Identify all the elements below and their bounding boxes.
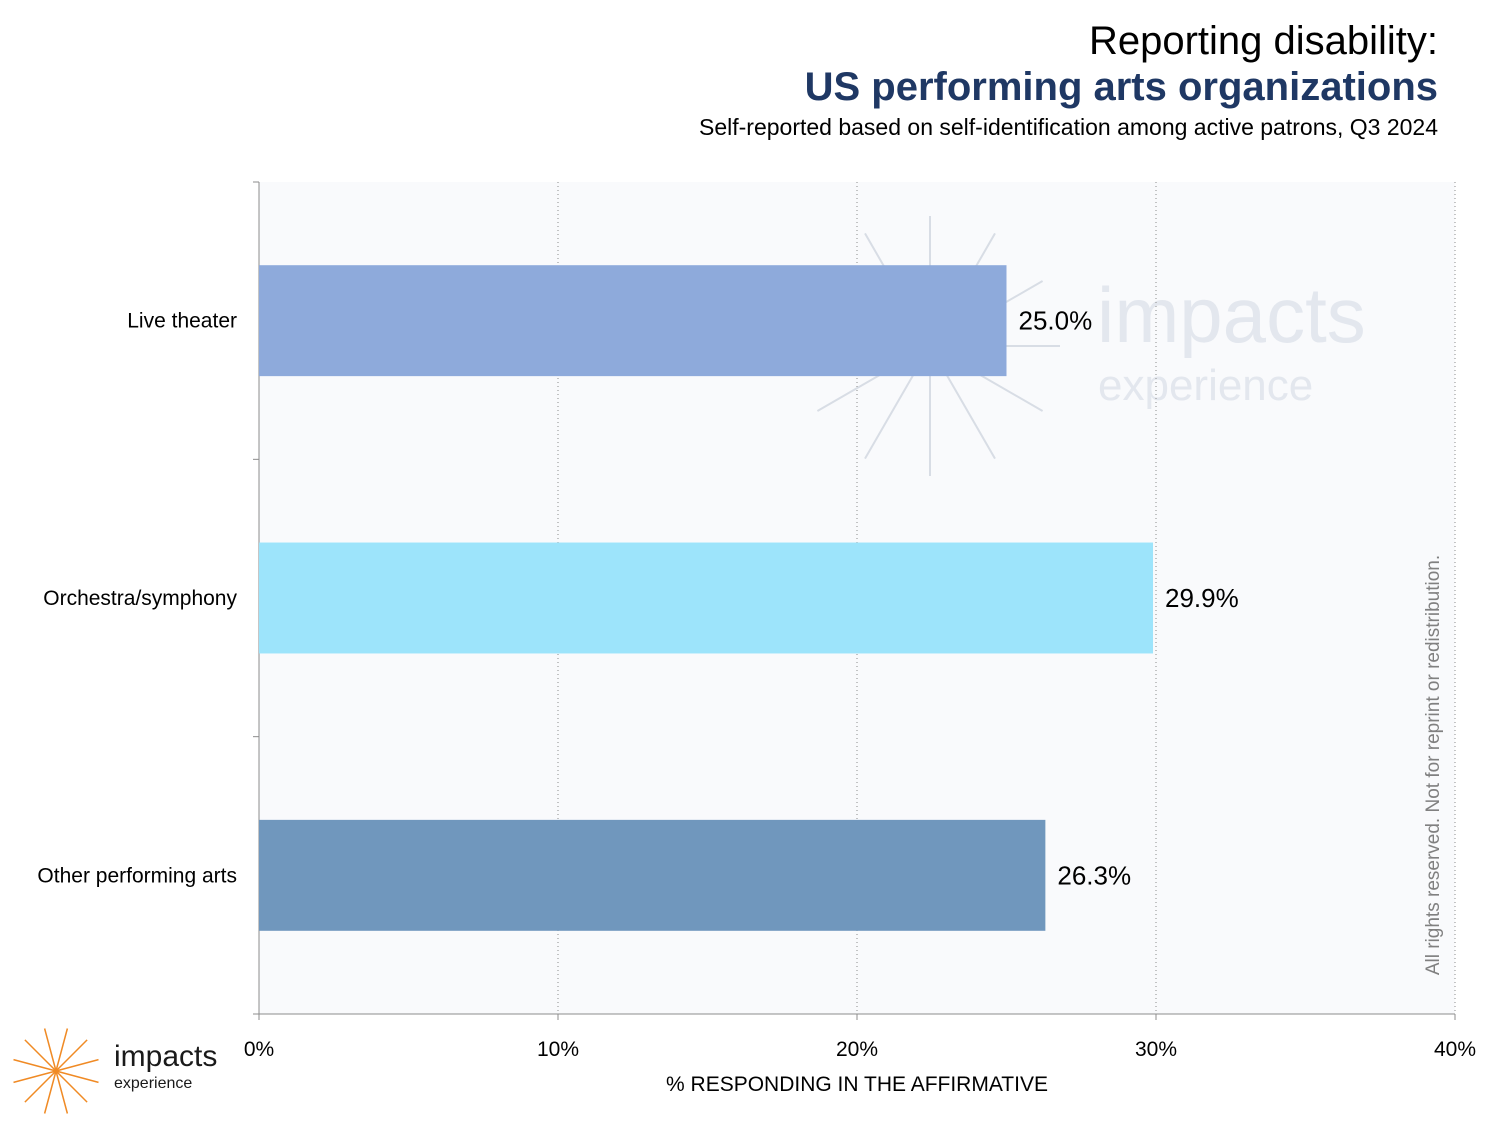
logo-ray	[55, 1070, 69, 1114]
chart-title-line1: Reporting disability:	[1088, 19, 1438, 63]
logo-ray	[55, 1028, 69, 1072]
x-tick-label: 30%	[1135, 1038, 1177, 1061]
logo-wordmark: impacts	[114, 1040, 218, 1073]
logo-ray	[55, 1058, 99, 1072]
impacts-logo: impacts experience	[10, 1025, 240, 1117]
watermark-word: impacts	[1097, 271, 1366, 359]
x-tick-label: 40%	[1434, 1038, 1476, 1061]
logo-subtext: experience	[114, 1075, 193, 1092]
x-tick-label: 20%	[836, 1038, 878, 1061]
logo-ray	[24, 1070, 57, 1103]
logo-ray	[55, 1039, 88, 1072]
chart-title-line2: US performing arts organizations	[804, 65, 1438, 109]
data-label: 25.0%	[1019, 306, 1093, 336]
chart-header: Reporting disability: US performing arts…	[699, 18, 1438, 142]
category-label: Live theater	[127, 310, 237, 333]
data-label: 29.9%	[1165, 583, 1239, 613]
logo-ray	[55, 1070, 99, 1084]
logo-ray	[13, 1070, 57, 1084]
rights-note: All rights reserved. Not for reprint or …	[1423, 554, 1444, 976]
logo-ray	[24, 1039, 57, 1072]
data-label: 26.3%	[1057, 860, 1131, 890]
bar	[259, 819, 1046, 931]
bar	[259, 542, 1154, 654]
sunburst-icon	[13, 1028, 99, 1114]
bar	[259, 265, 1007, 377]
logo-ray	[43, 1070, 57, 1114]
logo-ray	[43, 1028, 57, 1072]
logo-ray	[55, 1070, 88, 1103]
watermark-sub: experience	[1098, 361, 1313, 410]
category-label: Other performing arts	[37, 864, 237, 887]
x-tick-label: 0%	[244, 1038, 274, 1061]
x-tick-label: 10%	[537, 1038, 579, 1061]
category-label: Orchestra/symphony	[43, 587, 237, 610]
logo-ray	[13, 1058, 57, 1072]
x-axis-label: % RESPONDING IN THE AFFIRMATIVE	[666, 1073, 1048, 1096]
chart-subtitle: Self-reported based on self-identificati…	[699, 114, 1438, 140]
